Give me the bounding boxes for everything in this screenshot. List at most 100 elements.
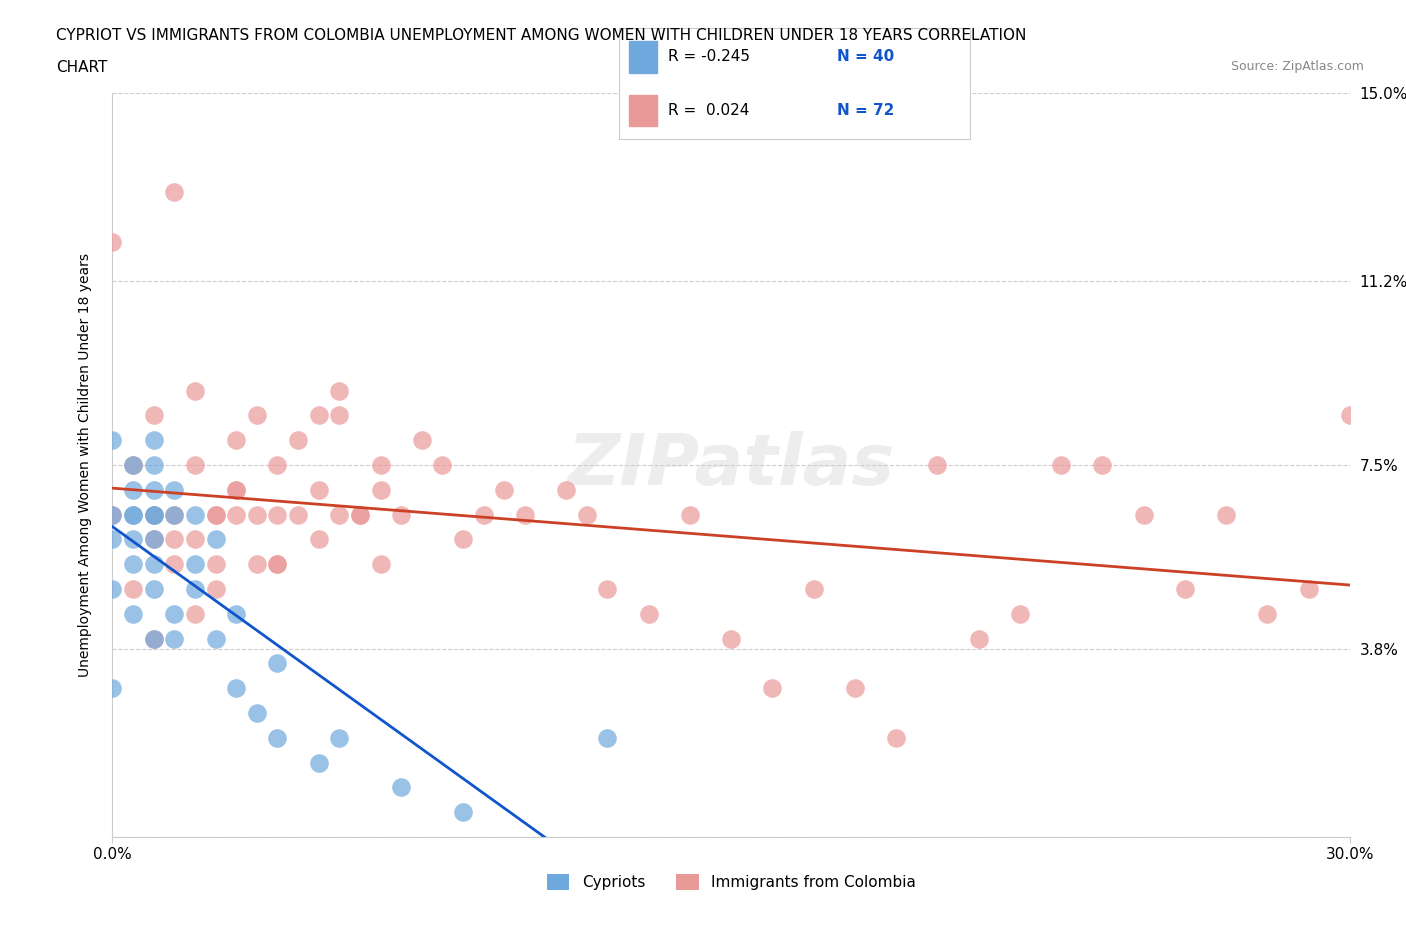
Point	[370, 483, 392, 498]
Point	[184, 532, 207, 547]
Point	[163, 483, 186, 498]
Point	[163, 557, 186, 572]
Point	[246, 706, 269, 721]
Point	[142, 507, 165, 522]
Point	[967, 631, 990, 646]
Point	[370, 557, 392, 572]
Point	[308, 483, 330, 498]
Y-axis label: Unemployment Among Women with Children Under 18 years: Unemployment Among Women with Children U…	[77, 253, 91, 677]
Point	[246, 507, 269, 522]
Point	[163, 507, 186, 522]
Point	[1174, 581, 1197, 596]
Point	[101, 432, 124, 447]
Point	[287, 507, 309, 522]
Point	[101, 234, 124, 249]
Point	[142, 458, 165, 472]
Point	[328, 507, 350, 522]
Point	[142, 631, 165, 646]
Text: Source: ZipAtlas.com: Source: ZipAtlas.com	[1230, 60, 1364, 73]
Point	[266, 507, 288, 522]
Point	[513, 507, 536, 522]
Point	[1339, 408, 1361, 423]
Point	[266, 730, 288, 745]
Point	[122, 458, 145, 472]
Point	[163, 507, 186, 522]
Point	[451, 804, 474, 819]
Point	[225, 681, 247, 696]
Point	[1050, 458, 1073, 472]
Text: ZIPatlas: ZIPatlas	[568, 431, 894, 499]
Point	[163, 532, 186, 547]
Point	[225, 432, 247, 447]
Point	[225, 507, 247, 522]
Point	[1132, 507, 1154, 522]
Bar	[630, 95, 657, 126]
Point	[246, 557, 269, 572]
Point	[204, 557, 226, 572]
Point	[142, 507, 165, 522]
Point	[389, 780, 412, 795]
Point	[163, 185, 186, 200]
Point	[1298, 581, 1320, 596]
Point	[1008, 606, 1031, 621]
Point	[349, 507, 371, 522]
Point	[122, 557, 145, 572]
Point	[184, 507, 207, 522]
Legend: Cypriots, Immigrants from Colombia: Cypriots, Immigrants from Colombia	[540, 868, 922, 897]
Point	[142, 631, 165, 646]
Point	[411, 432, 433, 447]
Point	[596, 581, 619, 596]
Point	[349, 507, 371, 522]
Point	[679, 507, 702, 522]
Point	[451, 532, 474, 547]
Point	[494, 483, 516, 498]
Point	[637, 606, 659, 621]
Point	[555, 483, 578, 498]
Point	[184, 458, 207, 472]
Bar	[630, 41, 657, 73]
Point	[246, 408, 269, 423]
Point	[101, 581, 124, 596]
Point	[225, 483, 247, 498]
Point	[163, 631, 186, 646]
Point	[884, 730, 907, 745]
Point	[225, 483, 247, 498]
Point	[122, 507, 145, 522]
Point	[287, 432, 309, 447]
Point	[204, 532, 226, 547]
Point	[142, 408, 165, 423]
Point	[204, 631, 226, 646]
Text: R = -0.245: R = -0.245	[668, 49, 749, 64]
Point	[328, 408, 350, 423]
Point	[803, 581, 825, 596]
Point	[328, 383, 350, 398]
Point	[163, 606, 186, 621]
Point	[142, 483, 165, 498]
Point	[761, 681, 783, 696]
Point	[596, 730, 619, 745]
Point	[142, 581, 165, 596]
Point	[122, 458, 145, 472]
Point	[122, 606, 145, 621]
Point	[122, 581, 145, 596]
Point	[308, 755, 330, 770]
Point	[122, 507, 145, 522]
Point	[328, 730, 350, 745]
Point	[266, 458, 288, 472]
Text: R =  0.024: R = 0.024	[668, 103, 749, 118]
Text: N = 72: N = 72	[837, 103, 894, 118]
Point	[142, 532, 165, 547]
Point	[204, 581, 226, 596]
Point	[122, 483, 145, 498]
Point	[1256, 606, 1278, 621]
Point	[142, 557, 165, 572]
Point	[184, 383, 207, 398]
Point	[184, 581, 207, 596]
Point	[844, 681, 866, 696]
Point	[575, 507, 598, 522]
Point	[101, 507, 124, 522]
Point	[266, 557, 288, 572]
Point	[370, 458, 392, 472]
Point	[720, 631, 742, 646]
Text: CYPRIOT VS IMMIGRANTS FROM COLOMBIA UNEMPLOYMENT AMONG WOMEN WITH CHILDREN UNDER: CYPRIOT VS IMMIGRANTS FROM COLOMBIA UNEM…	[56, 28, 1026, 43]
